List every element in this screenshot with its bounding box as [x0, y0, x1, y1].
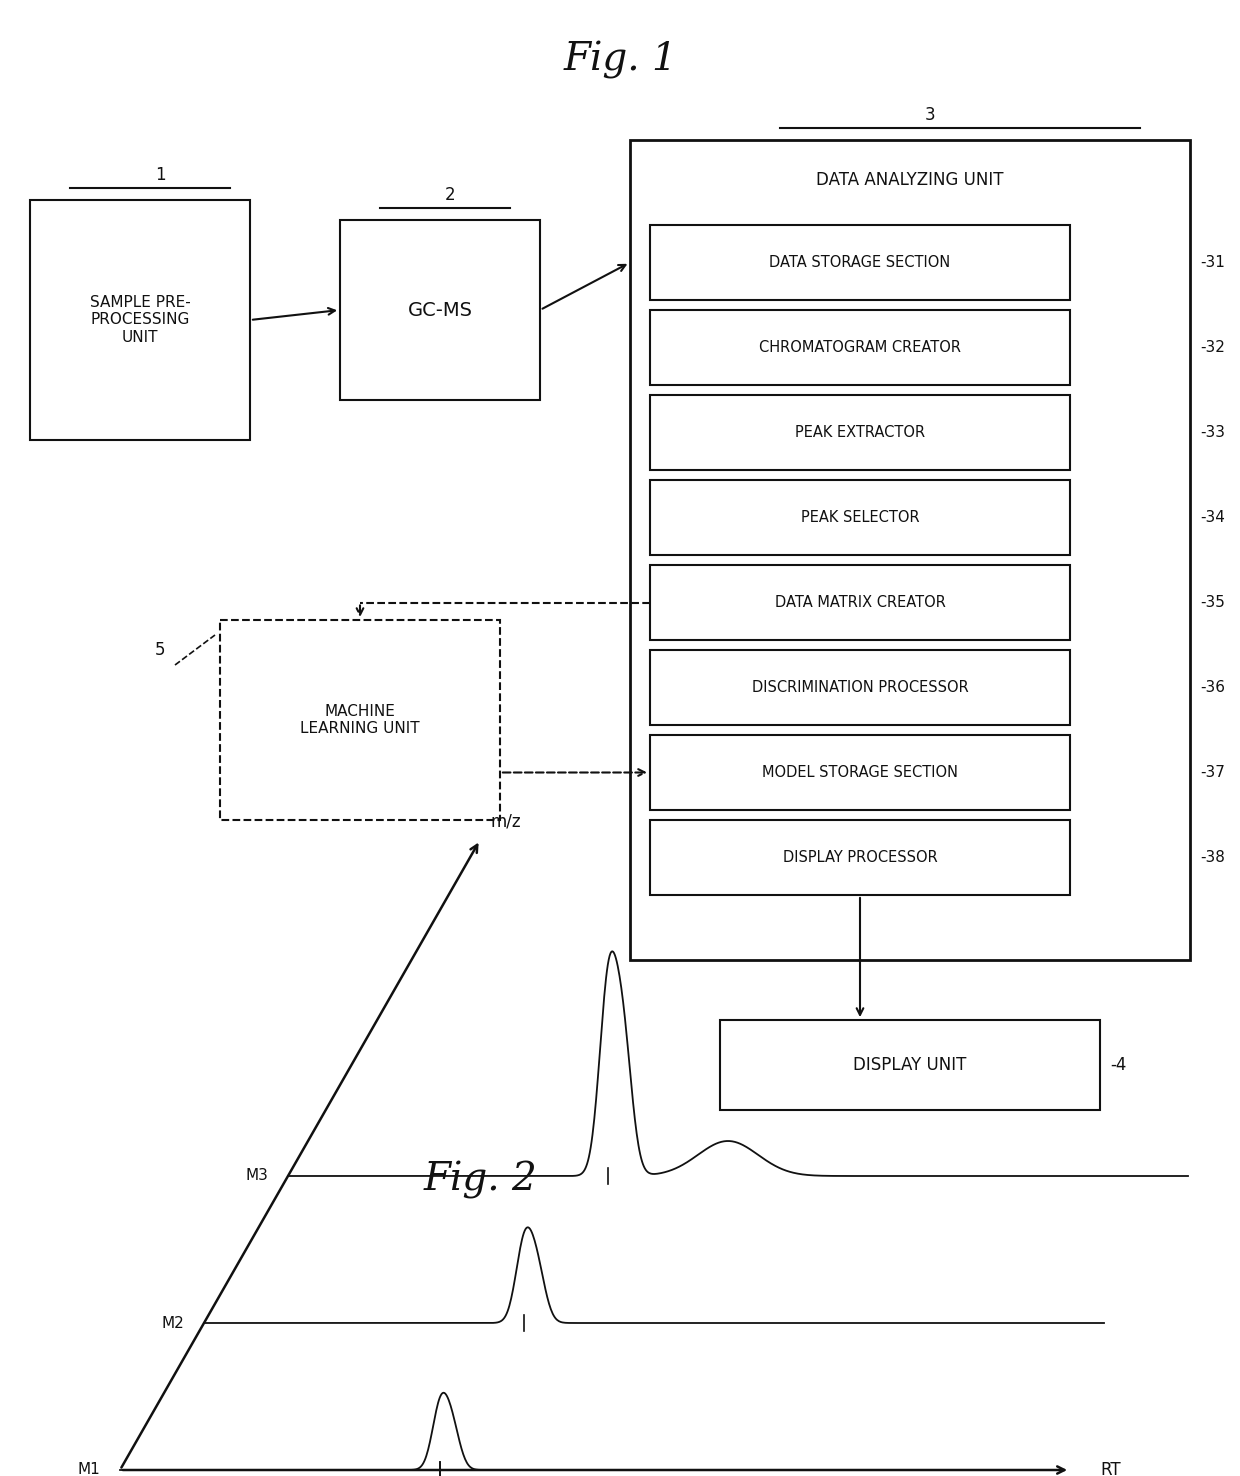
Text: -37: -37: [1200, 765, 1225, 779]
Text: 3: 3: [925, 106, 935, 124]
Bar: [219, 620, 500, 821]
Text: DATA MATRIX CREATOR: DATA MATRIX CREATOR: [775, 595, 945, 610]
Bar: [650, 821, 1070, 894]
Text: RT: RT: [1100, 1461, 1121, 1476]
Text: SAMPLE PRE-
PROCESSING
UNIT: SAMPLE PRE- PROCESSING UNIT: [89, 295, 191, 345]
Text: MACHINE
LEARNING UNIT: MACHINE LEARNING UNIT: [300, 704, 420, 737]
Text: 5: 5: [155, 641, 165, 658]
Bar: [650, 396, 1070, 469]
Text: 2: 2: [445, 186, 455, 204]
Text: DISPLAY UNIT: DISPLAY UNIT: [853, 1055, 967, 1075]
Bar: [340, 220, 539, 400]
Bar: [650, 480, 1070, 555]
Text: -32: -32: [1200, 339, 1225, 356]
Text: -36: -36: [1200, 680, 1225, 695]
Bar: [650, 735, 1070, 810]
Text: -38: -38: [1200, 850, 1225, 865]
Text: M2: M2: [161, 1315, 184, 1330]
Text: 1: 1: [155, 165, 165, 184]
Text: m/z: m/z: [490, 812, 521, 830]
Text: Fig. 1: Fig. 1: [563, 41, 677, 80]
Text: -34: -34: [1200, 511, 1225, 525]
Text: PEAK SELECTOR: PEAK SELECTOR: [801, 511, 919, 525]
Text: Fig. 2: Fig. 2: [423, 1162, 537, 1199]
Text: DATA ANALYZING UNIT: DATA ANALYZING UNIT: [816, 171, 1003, 189]
Bar: [650, 224, 1070, 300]
Text: DISCRIMINATION PROCESSOR: DISCRIMINATION PROCESSOR: [751, 680, 968, 695]
Bar: [720, 1020, 1100, 1110]
Text: DATA STORAGE SECTION: DATA STORAGE SECTION: [769, 255, 951, 270]
Text: DISPLAY PROCESSOR: DISPLAY PROCESSOR: [782, 850, 937, 865]
Text: CHROMATOGRAM CREATOR: CHROMATOGRAM CREATOR: [759, 339, 961, 356]
Text: M1: M1: [77, 1463, 100, 1476]
Bar: [650, 649, 1070, 725]
Text: -31: -31: [1200, 255, 1225, 270]
Bar: [650, 565, 1070, 641]
Text: MODEL STORAGE SECTION: MODEL STORAGE SECTION: [763, 765, 959, 779]
Text: GC-MS: GC-MS: [408, 301, 472, 319]
Bar: [630, 140, 1190, 959]
Text: -35: -35: [1200, 595, 1225, 610]
Text: -33: -33: [1200, 425, 1225, 440]
Text: -4: -4: [1110, 1055, 1126, 1075]
Text: M3: M3: [246, 1169, 268, 1184]
Bar: [650, 310, 1070, 385]
Bar: [30, 201, 250, 440]
Text: PEAK EXTRACTOR: PEAK EXTRACTOR: [795, 425, 925, 440]
